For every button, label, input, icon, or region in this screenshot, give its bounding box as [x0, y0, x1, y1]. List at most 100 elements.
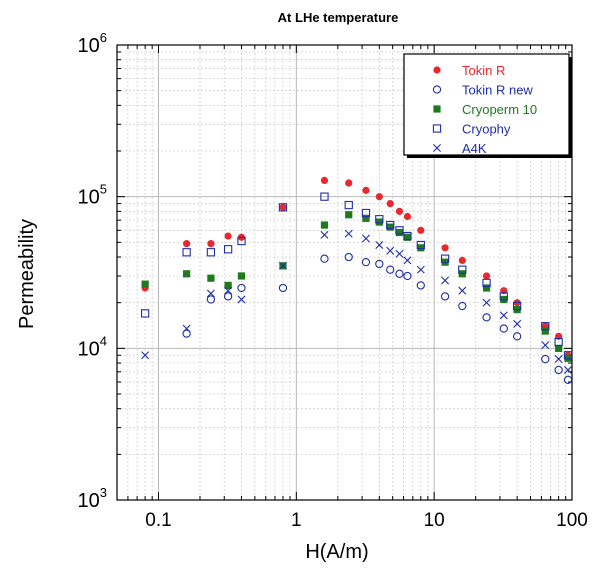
- data-point-a4k: [375, 241, 384, 250]
- data-point-tokin-r-new: [386, 265, 395, 274]
- data-point-tokin-r-new: [440, 292, 450, 301]
- cross-stroke: [375, 241, 384, 250]
- y-tick-label: 103: [78, 485, 107, 512]
- x-axis-label: H(A/m): [305, 541, 368, 563]
- legend-label-a4k: A4K: [462, 141, 487, 156]
- x-tick-label: 0.1: [145, 510, 171, 531]
- cross-stroke: [320, 230, 329, 239]
- data-point-tokin-r-new: [563, 375, 573, 384]
- data-point-a4k: [482, 298, 491, 307]
- data-point-cryoperm-10: [375, 218, 383, 226]
- data-point-cryophy: [140, 309, 150, 318]
- cross-stroke: [458, 286, 467, 295]
- data-point-a4k: [441, 276, 450, 285]
- data-point-tokin-r-new: [458, 301, 467, 311]
- data-point-cryophy: [563, 351, 573, 360]
- data-point-tokin-r-new: [344, 252, 353, 262]
- data-point-cryophy: [375, 215, 384, 224]
- data-point-a4k: [386, 246, 395, 255]
- data-point-tokin-r-new: [223, 292, 233, 301]
- cross-stroke: [278, 261, 287, 270]
- data-point-cryophy: [182, 248, 191, 257]
- data-point-tokin-r-new: [375, 259, 384, 269]
- data-point-a4k: [361, 234, 370, 243]
- data-point-a4k: [224, 286, 233, 295]
- legend-marker-tokin-r-new: [432, 85, 442, 94]
- data-point-cryoperm-10: [345, 211, 353, 219]
- data-point-cryoperm-10: [183, 270, 191, 278]
- data-point-cryophy: [458, 265, 467, 274]
- legend-marker-tokin-r: [433, 66, 441, 74]
- data-point-cryoperm-10: [564, 354, 572, 362]
- data-point-tokin-r-new: [395, 269, 404, 278]
- data-point-cryoperm-10: [362, 214, 370, 222]
- x-tick-label: 100: [556, 510, 588, 531]
- data-point-tokin-r: [183, 240, 191, 248]
- data-point-tokin-r: [320, 176, 329, 185]
- data-point-cryophy: [416, 240, 425, 250]
- data-point-a4k: [237, 295, 246, 304]
- data-point-a4k: [403, 256, 412, 265]
- data-point-tokin-r: [375, 193, 383, 201]
- data-point-a4k: [499, 311, 508, 320]
- series-tokin-r-new: [182, 252, 573, 384]
- data-point-cryophy: [386, 220, 395, 230]
- data-point-tokin-r-new: [278, 283, 288, 293]
- data-point-cryophy: [482, 278, 491, 288]
- data-point-cryophy: [512, 301, 522, 311]
- y-axis-label: Permeability: [16, 219, 38, 329]
- data-point-tokin-r-new: [206, 295, 216, 304]
- data-point-cryophy: [395, 226, 404, 235]
- x-tick-label: 10: [424, 510, 445, 531]
- data-point-tokin-r-new: [416, 281, 425, 290]
- data-point-a4k: [416, 265, 425, 274]
- data-point-a4k: [206, 289, 215, 298]
- y-tick-label: 105: [78, 182, 107, 209]
- data-point-a4k: [564, 365, 572, 374]
- data-point-cryophy: [361, 208, 371, 218]
- data-point-tokin-r-new: [512, 332, 522, 341]
- data-point-tokin-r: [207, 240, 215, 248]
- data-point-cryophy: [541, 322, 550, 331]
- cross-stroke: [395, 249, 404, 258]
- data-point-tokin-r-new: [554, 365, 563, 375]
- data-point-cryophy: [499, 292, 508, 301]
- cross-stroke: [237, 295, 246, 304]
- data-point-tokin-r-new: [320, 254, 329, 263]
- data-point-tokin-r: [224, 232, 232, 240]
- cross-stroke: [564, 365, 572, 374]
- data-point-cryophy: [223, 245, 233, 254]
- data-point-cryophy: [237, 236, 246, 246]
- plot-frame: [116, 44, 573, 501]
- data-point-a4k: [182, 324, 191, 333]
- data-point-a4k: [141, 351, 150, 360]
- cross-stroke: [361, 234, 370, 243]
- data-point-cryophy: [206, 248, 216, 257]
- data-point-cryoperm-10: [417, 244, 425, 252]
- data-point-a4k: [554, 355, 563, 364]
- legend-label-tokin-r-new: Tokin R new: [462, 83, 533, 98]
- data-point-cryoperm-10: [224, 281, 232, 289]
- cross-stroke: [344, 229, 353, 238]
- data-point-cryophy: [403, 231, 412, 241]
- data-point-cryophy: [344, 200, 353, 210]
- data-point-cryoperm-10: [403, 233, 412, 241]
- cross-stroke: [541, 341, 550, 350]
- data-point-cryoperm-10: [141, 280, 149, 288]
- data-point-tokin-r-new: [361, 258, 371, 267]
- data-point-tokin-r-new: [237, 283, 246, 293]
- cross-stroke: [182, 324, 191, 333]
- cross-stroke: [554, 355, 563, 364]
- data-point-cryoperm-10: [395, 228, 404, 237]
- data-point-tokin-r-new: [482, 313, 491, 322]
- legend-box: [403, 53, 570, 156]
- legend-marker-a4k: [433, 144, 441, 152]
- data-point-cryophy: [554, 337, 563, 347]
- data-layer: [140, 176, 573, 384]
- data-point-cryoperm-10: [386, 223, 394, 231]
- legend-marker-cryophy: [432, 124, 442, 133]
- data-point-cryoperm-10: [482, 284, 491, 292]
- data-point-a4k: [395, 249, 404, 258]
- data-point-tokin-r: [458, 256, 466, 264]
